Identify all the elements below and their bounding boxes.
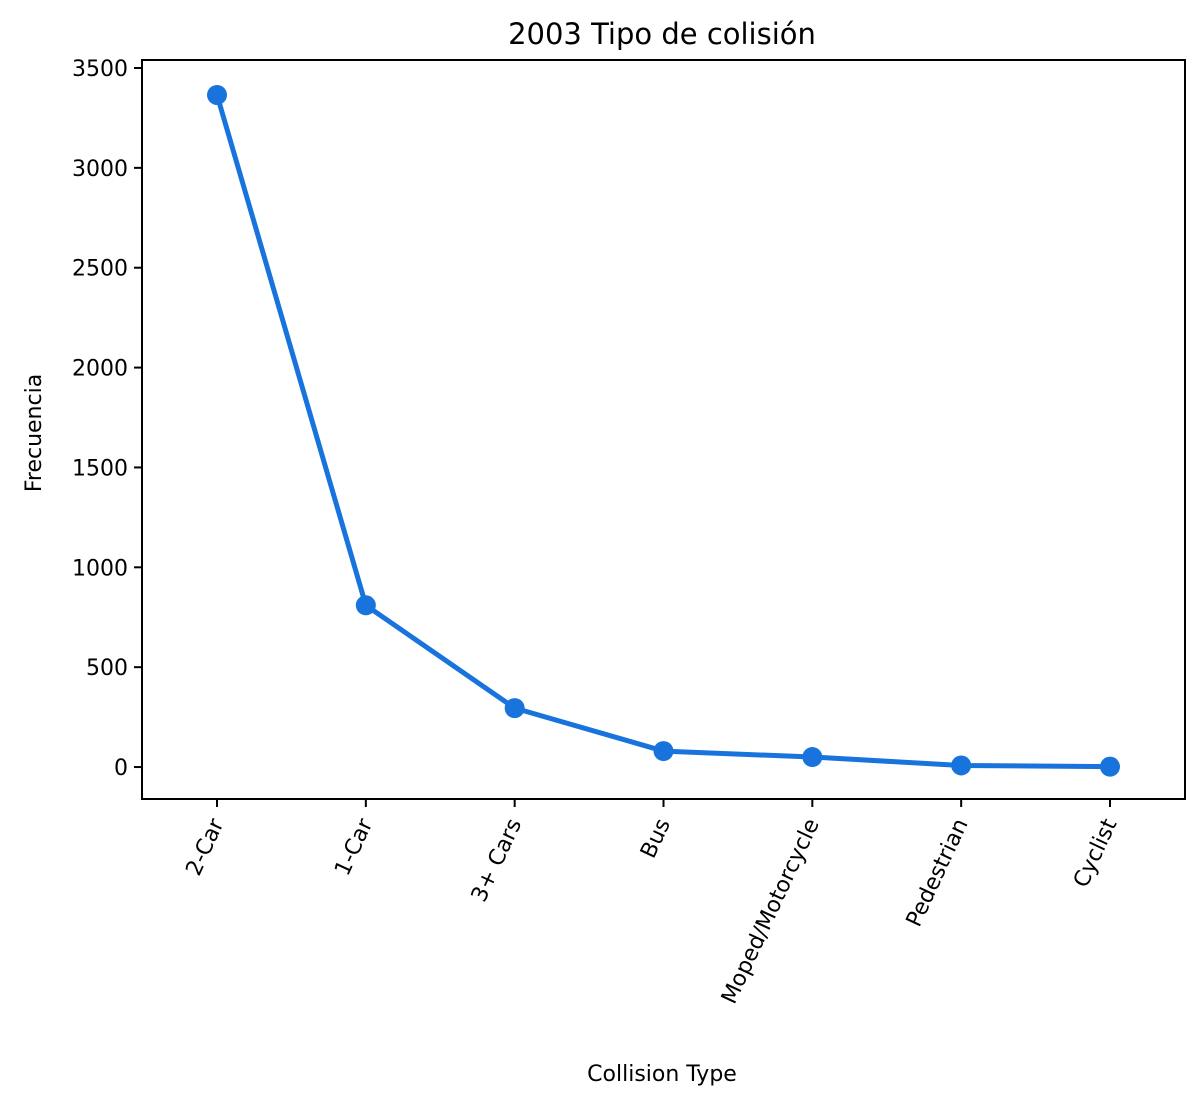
y-tick-label: 3000 — [72, 157, 128, 182]
data-point — [504, 698, 525, 719]
data-point — [653, 741, 674, 762]
data-point — [1100, 756, 1120, 777]
data-point — [207, 84, 227, 105]
y-tick-label: 0 — [114, 756, 128, 781]
data-point — [802, 747, 823, 768]
y-tick-label: 3500 — [72, 57, 128, 82]
chart-title: 2003 Tipo de colisión — [508, 17, 816, 51]
data-point — [951, 755, 972, 776]
y-tick-label: 2000 — [72, 357, 128, 382]
y-tick-label: 2500 — [72, 257, 128, 282]
y-tick-label: 1500 — [72, 456, 128, 481]
data-point — [355, 595, 376, 616]
y-tick-label: 1000 — [72, 556, 128, 581]
plot-frame — [141, 59, 1186, 800]
y-axis-label: Frecuencia — [22, 374, 47, 492]
y-tick-label: 500 — [86, 656, 128, 681]
data-points — [207, 84, 1120, 777]
x-axis-label: Collision Type — [587, 1062, 737, 1087]
y-axis-ticks: 0 500 1000 1500 2000 2500 3000 3500 — [72, 57, 142, 781]
